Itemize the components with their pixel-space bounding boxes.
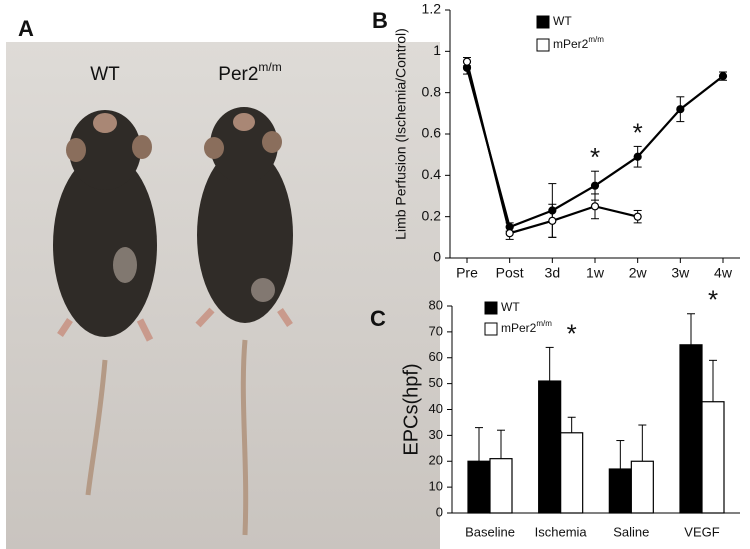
- x-tick-label: VEGF: [684, 524, 719, 539]
- y-tick-label: 0.6: [422, 125, 442, 141]
- marker: [676, 105, 685, 114]
- photo-label: Per2m/m: [218, 60, 281, 85]
- marker: [505, 229, 514, 238]
- x-tick-label: 2w: [629, 265, 648, 281]
- mouse-wt: [53, 110, 157, 496]
- photo-label-superscript: m/m: [258, 60, 281, 74]
- x-tick-label: Post: [496, 265, 524, 281]
- y-tick-label: 30: [429, 427, 443, 442]
- marker: [462, 57, 472, 66]
- bar: [630, 460, 654, 514]
- panel-label: A: [18, 16, 34, 41]
- panel-label: C: [370, 306, 386, 331]
- photo-label: WT: [90, 64, 120, 85]
- legend-swatch: [536, 38, 550, 52]
- legend-swatch: [484, 322, 498, 336]
- annotation: *: [567, 318, 577, 348]
- y-axis-label: EPCs(hpf): [400, 363, 422, 455]
- error-bar: [616, 440, 625, 470]
- bar: [560, 432, 584, 514]
- y-tick-label: 50: [429, 375, 443, 390]
- mouse-per2: [195, 107, 293, 536]
- x-tick-label: Baseline: [465, 524, 515, 539]
- y-axis-label: Limb Perfusion (Ischemia/Control): [393, 28, 409, 240]
- marker: [633, 212, 642, 221]
- error-bar: [638, 424, 647, 462]
- x-tick-label: 1w: [586, 265, 605, 281]
- legend-superscript: m/m: [588, 35, 604, 44]
- y-tick-label: 20: [429, 453, 443, 468]
- legend-swatch: [536, 15, 550, 29]
- marker: [718, 72, 728, 81]
- y-tick-label: 1.2: [422, 1, 442, 17]
- y-tick-label: 0: [433, 249, 441, 265]
- photo-label-text: Per2: [218, 64, 258, 85]
- legend-label: WT: [553, 14, 572, 28]
- marker: [590, 181, 600, 190]
- legend-text: mPer2: [553, 37, 589, 51]
- y-tick-label: 1: [433, 42, 441, 58]
- y-tick-label: 70: [429, 323, 443, 338]
- x-tick-label: Saline: [613, 524, 649, 539]
- annotation: *: [590, 142, 600, 172]
- y-tick-label: 0.8: [422, 83, 442, 99]
- error-bar: [567, 416, 576, 433]
- x-tick-label: 3w: [671, 265, 690, 281]
- photo: [6, 42, 440, 549]
- annotation: *: [708, 285, 718, 315]
- marker: [633, 152, 642, 161]
- y-tick-label: 60: [429, 349, 443, 364]
- y-tick-label: 0: [436, 504, 443, 519]
- x-tick-label: Ischemia: [535, 524, 588, 539]
- error-bar: [545, 346, 554, 382]
- bar: [467, 460, 491, 514]
- legend-label: WT: [501, 300, 520, 314]
- y-tick-label: 10: [429, 479, 443, 494]
- y-tick-label: 0.4: [422, 166, 442, 182]
- bar: [489, 458, 513, 514]
- legend-swatch: [484, 301, 498, 315]
- error-bar: [687, 313, 695, 345]
- error-bar: [709, 359, 717, 402]
- y-tick-label: 0.2: [422, 207, 442, 223]
- bar: [679, 344, 703, 514]
- bar: [608, 468, 632, 514]
- x-tick-label: Pre: [456, 265, 478, 281]
- bar: [701, 401, 725, 514]
- error-bar: [497, 429, 505, 459]
- legend-label: mPer2m/m: [553, 35, 604, 51]
- legend-text: WT: [501, 300, 520, 314]
- panel-label: B: [372, 8, 388, 33]
- bar: [538, 380, 562, 514]
- marker: [590, 202, 600, 211]
- y-tick-label: 80: [429, 297, 443, 312]
- x-tick-label: 3d: [545, 265, 561, 281]
- annotation: *: [633, 117, 643, 147]
- legend-text: mPer2: [501, 321, 537, 335]
- marker: [548, 216, 557, 225]
- legend-superscript: m/m: [536, 319, 552, 328]
- y-tick-label: 40: [429, 401, 443, 416]
- legend-label: mPer2m/m: [501, 319, 552, 335]
- error-bar: [475, 427, 483, 462]
- legend-text: WT: [553, 14, 572, 28]
- x-tick-label: 4w: [714, 265, 733, 281]
